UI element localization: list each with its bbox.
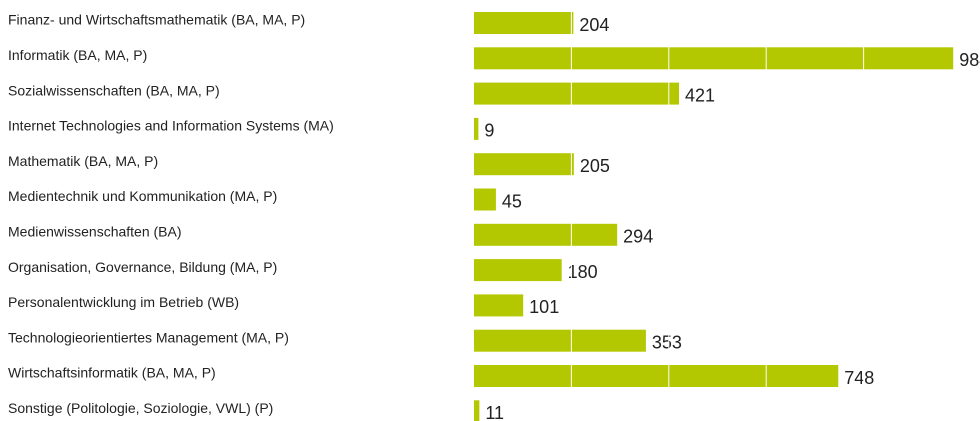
value-label: 421 xyxy=(685,85,715,105)
value-label: 9 xyxy=(484,121,494,141)
bar xyxy=(474,259,562,282)
category-label: Personalentwicklung im Betrieb (WB) xyxy=(8,294,239,310)
category-label: Technologieorientiertes Management (MA, … xyxy=(8,329,289,345)
bar xyxy=(474,47,954,70)
bar xyxy=(474,223,618,246)
bar xyxy=(474,117,479,140)
bar xyxy=(474,329,646,352)
category-label: Finanz- und Wirtschaftsmathematik (BA, M… xyxy=(8,12,305,28)
value-label: 353 xyxy=(652,332,682,352)
value-label: 101 xyxy=(529,297,559,317)
value-label: 984 xyxy=(959,50,980,70)
value-label: 180 xyxy=(568,262,598,282)
category-label: Wirtschaftsinformatik (BA, MA, P) xyxy=(8,365,216,381)
category-label: Medientechnik und Kommunikation (MA, P) xyxy=(8,188,277,204)
bar xyxy=(474,188,496,211)
bar xyxy=(474,365,839,387)
category-label: Internet Technologies and Information Sy… xyxy=(8,118,334,134)
category-label: Informatik (BA, MA, P) xyxy=(8,47,147,63)
bar xyxy=(474,12,574,34)
bar xyxy=(474,153,574,176)
bar xyxy=(474,400,480,421)
category-label: Organisation, Governance, Bildung (MA, P… xyxy=(8,259,277,275)
value-label: 294 xyxy=(623,227,653,247)
bar xyxy=(474,294,524,317)
bar xyxy=(474,82,680,105)
value-label: 204 xyxy=(579,15,609,35)
category-label: Sozialwissenschaften (BA, MA, P) xyxy=(8,82,220,98)
value-label: 11 xyxy=(485,403,504,421)
category-label: Medienwissenschaften (BA) xyxy=(8,224,182,240)
category-label: Mathematik (BA, MA, P) xyxy=(8,153,158,169)
value-label: 748 xyxy=(844,368,874,388)
category-label: Sonstige (Politologie, Soziologie, VWL) … xyxy=(8,400,273,416)
value-label: 205 xyxy=(580,156,610,176)
value-label: 45 xyxy=(502,191,522,211)
